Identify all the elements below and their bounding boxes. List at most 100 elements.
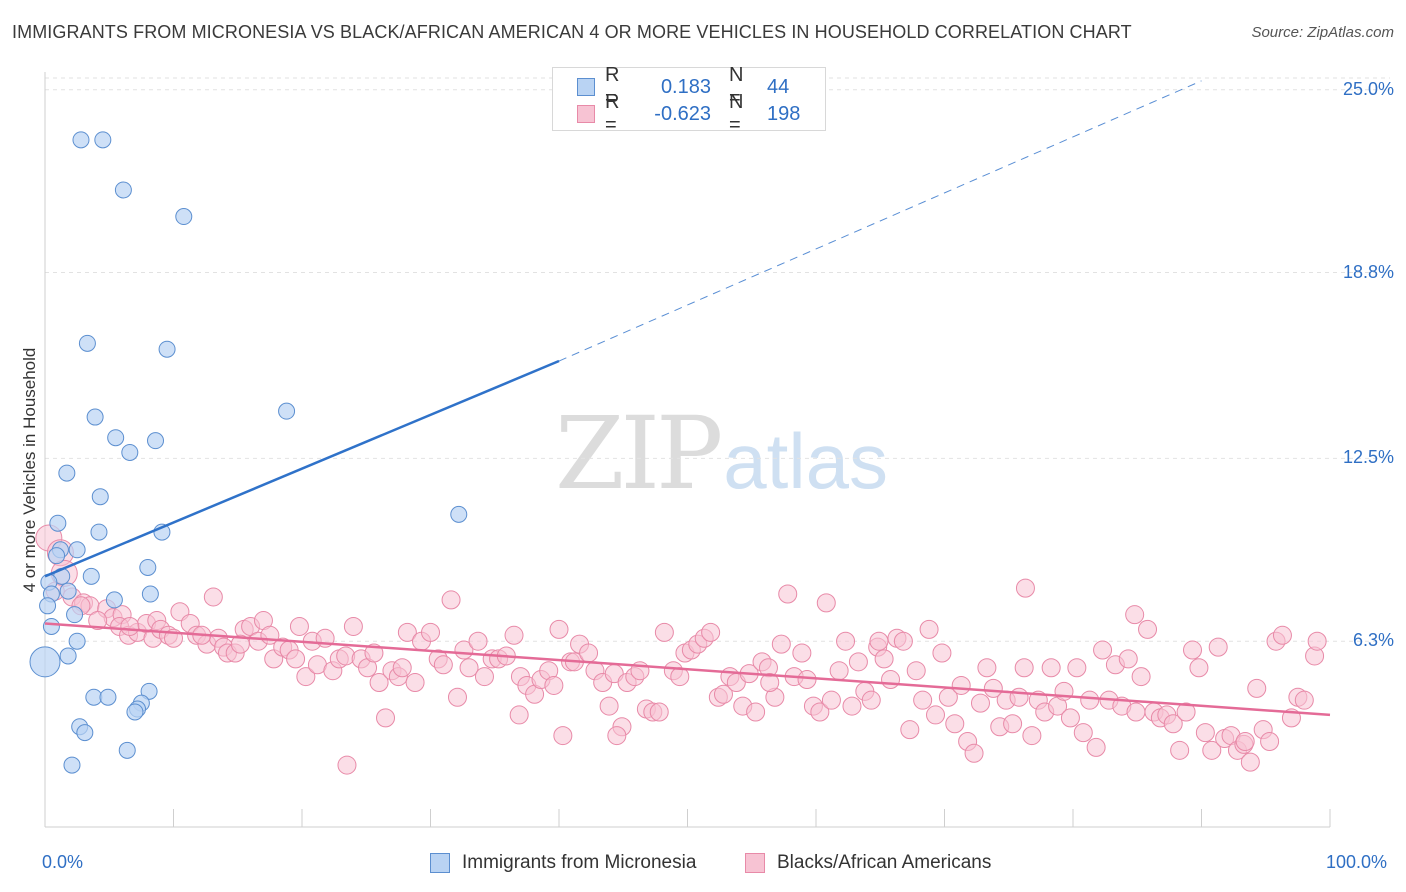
legend-r-label: R =: [605, 64, 620, 109]
stats-legend: R = 0.183 N = 44 R = -0.623 N = 198: [552, 64, 826, 136]
point-blacks: [836, 631, 856, 651]
trend-line-micronesia: [44, 359, 560, 578]
point-blacks: [1202, 740, 1222, 760]
point-blacks: [970, 693, 990, 713]
point-blacks: [919, 619, 939, 639]
legend-n-value: 198: [767, 102, 801, 125]
point-blacks: [289, 616, 309, 636]
point-blacks: [1235, 731, 1255, 751]
point-micronesia: [48, 547, 66, 565]
watermark-zip: ZIP: [555, 395, 723, 512]
watermark-atlas: atlas: [723, 417, 889, 505]
grid-lines: [45, 77, 1390, 642]
point-micronesia: [76, 724, 94, 742]
legend-n-value: 44: [767, 75, 790, 98]
point-blacks: [713, 684, 733, 704]
point-blacks: [797, 670, 817, 690]
point-blacks: [848, 652, 868, 672]
point-blacks: [701, 622, 721, 642]
point-blacks: [392, 658, 412, 678]
point-micronesia: [78, 334, 96, 352]
point-blacks: [964, 743, 984, 763]
legend-label-micronesia: Immigrants from Micronesia: [462, 852, 697, 873]
y-tick-label: 12.5%: [1342, 447, 1394, 468]
point-micronesia: [94, 131, 112, 149]
legend-r-value: -0.623: [654, 102, 711, 125]
point-blacks: [441, 590, 461, 610]
point-blacks: [1307, 631, 1327, 651]
trend-line-micronesia-extension: [558, 80, 1202, 362]
point-blacks: [1131, 667, 1151, 687]
point-blacks: [1294, 690, 1314, 710]
point-blacks: [468, 631, 488, 651]
point-blacks: [336, 646, 356, 666]
point-blacks: [203, 587, 223, 607]
point-blacks: [1208, 637, 1228, 657]
point-blacks: [810, 702, 830, 722]
point-blacks: [433, 655, 453, 675]
point-micronesia: [121, 443, 139, 461]
point-micronesia: [91, 488, 109, 506]
source-label: Source: ZipAtlas.com: [1251, 24, 1394, 41]
legend-row-micronesia: R = 0.183 N = 44: [553, 64, 790, 109]
point-blacks: [1093, 640, 1113, 660]
point-blacks: [397, 622, 417, 642]
point-blacks: [977, 658, 997, 678]
point-micronesia: [39, 597, 57, 615]
point-blacks: [504, 625, 524, 645]
point-micronesia: [49, 514, 67, 532]
point-blacks: [337, 755, 357, 775]
legend-r-label: R =: [605, 91, 620, 136]
point-blacks: [842, 696, 862, 716]
point-micronesia: [278, 402, 296, 420]
trend-lines: [44, 80, 1331, 717]
point-blacks: [861, 690, 881, 710]
point-blacks: [932, 643, 952, 663]
legend-r-value: 0.183: [660, 75, 711, 98]
point-blacks: [1060, 708, 1080, 728]
series-micronesia-points: [29, 131, 468, 774]
point-micronesia: [63, 756, 81, 774]
point-blacks: [900, 720, 920, 740]
point-blacks: [549, 619, 569, 639]
point-blacks: [553, 726, 573, 746]
legend-swatch-blue: [577, 78, 595, 96]
point-blacks: [881, 670, 901, 690]
point-blacks: [1183, 640, 1203, 660]
point-blacks: [1041, 658, 1061, 678]
point-micronesia: [58, 464, 76, 482]
legend-n-label: N =: [729, 91, 744, 136]
point-blacks: [286, 649, 306, 669]
point-micronesia: [140, 682, 158, 700]
point-blacks: [926, 705, 946, 725]
point-blacks: [1067, 658, 1087, 678]
legend-item-micronesia: Immigrants from Micronesia: [430, 852, 696, 874]
point-blacks: [1014, 658, 1034, 678]
point-blacks: [874, 649, 894, 669]
point-micronesia: [158, 340, 176, 358]
point-blacks: [821, 690, 841, 710]
point-micronesia: [59, 647, 77, 665]
point-blacks: [296, 667, 316, 687]
point-micronesia: [141, 585, 159, 603]
point-blacks: [599, 696, 619, 716]
point-micronesia: [107, 429, 125, 447]
legend-swatch-pink: [577, 105, 595, 123]
point-blacks: [1009, 687, 1029, 707]
point-blacks: [654, 622, 674, 642]
point-micronesia: [99, 688, 117, 706]
trend-line-blacks: [44, 622, 1331, 717]
point-blacks: [816, 593, 836, 613]
point-blacks: [421, 622, 440, 642]
legend-item-blacks: Blacks/African Americans: [745, 852, 991, 874]
point-micronesia: [139, 558, 157, 576]
watermark: ZIPatlas: [555, 395, 888, 512]
point-blacks: [913, 690, 933, 710]
point-blacks: [760, 672, 780, 692]
point-blacks: [607, 726, 627, 746]
point-blacks: [1080, 690, 1100, 710]
chart-title: IMMIGRANTS FROM MICRONESIA VS BLACK/AFRI…: [12, 22, 1132, 42]
point-blacks: [1003, 714, 1023, 734]
point-micronesia: [68, 541, 86, 559]
